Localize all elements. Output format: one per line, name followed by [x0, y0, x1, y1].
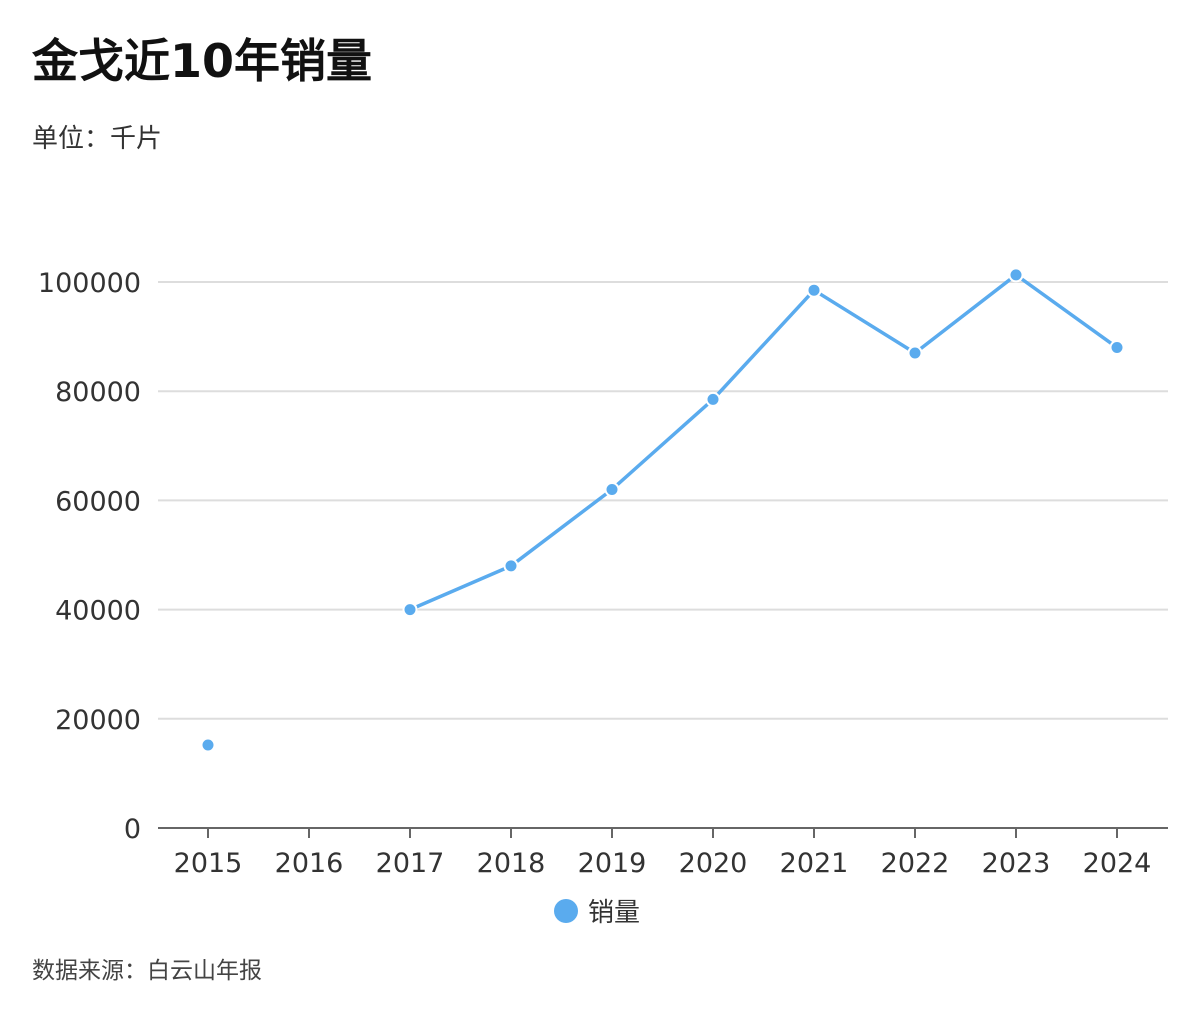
x-tick-label-2015: 2015 [174, 848, 243, 879]
x-tick-label-2019: 2019 [578, 848, 647, 879]
data-point-2024 [1109, 340, 1125, 356]
chart-legend: 销量 [554, 892, 640, 929]
chart-unit-subtitle: 单位：千片 [32, 124, 163, 154]
y-tick-label-100000: 100000 [38, 268, 141, 299]
x-tick-label-2016: 2016 [275, 848, 344, 879]
x-tick-label-2021: 2021 [780, 848, 849, 879]
chart-title: 金戈近10年销量 [32, 34, 373, 88]
data-point-2023 [1008, 267, 1024, 283]
series-line-segment-1 [408, 273, 1119, 612]
data-point-2020 [705, 391, 721, 407]
x-tick-label-2023: 2023 [982, 848, 1051, 879]
legend-marker [554, 898, 578, 923]
x-tick-label-2018: 2018 [477, 848, 546, 879]
y-tick-label-40000: 40000 [55, 596, 141, 627]
y-tick-label-80000: 80000 [55, 377, 141, 408]
data-point-2018 [503, 558, 519, 574]
y-tick-label-60000: 60000 [55, 486, 141, 517]
x-tick-label-2017: 2017 [376, 848, 445, 879]
y-tick-label-20000: 20000 [55, 705, 141, 736]
data-source-note: 数据来源：白云山年报 [32, 958, 262, 984]
data-point-2015 [200, 737, 216, 753]
data-point-2022 [907, 345, 923, 361]
x-tick-label-2024: 2024 [1083, 848, 1152, 879]
x-tick-label-2022: 2022 [881, 848, 950, 879]
data-point-2021 [806, 282, 822, 298]
data-point-2017 [402, 602, 418, 618]
x-tick-label-2020: 2020 [679, 848, 748, 879]
legend-label: 销量 [588, 898, 641, 928]
y-tick-label-0: 0 [124, 814, 141, 845]
data-point-2019 [604, 481, 620, 497]
